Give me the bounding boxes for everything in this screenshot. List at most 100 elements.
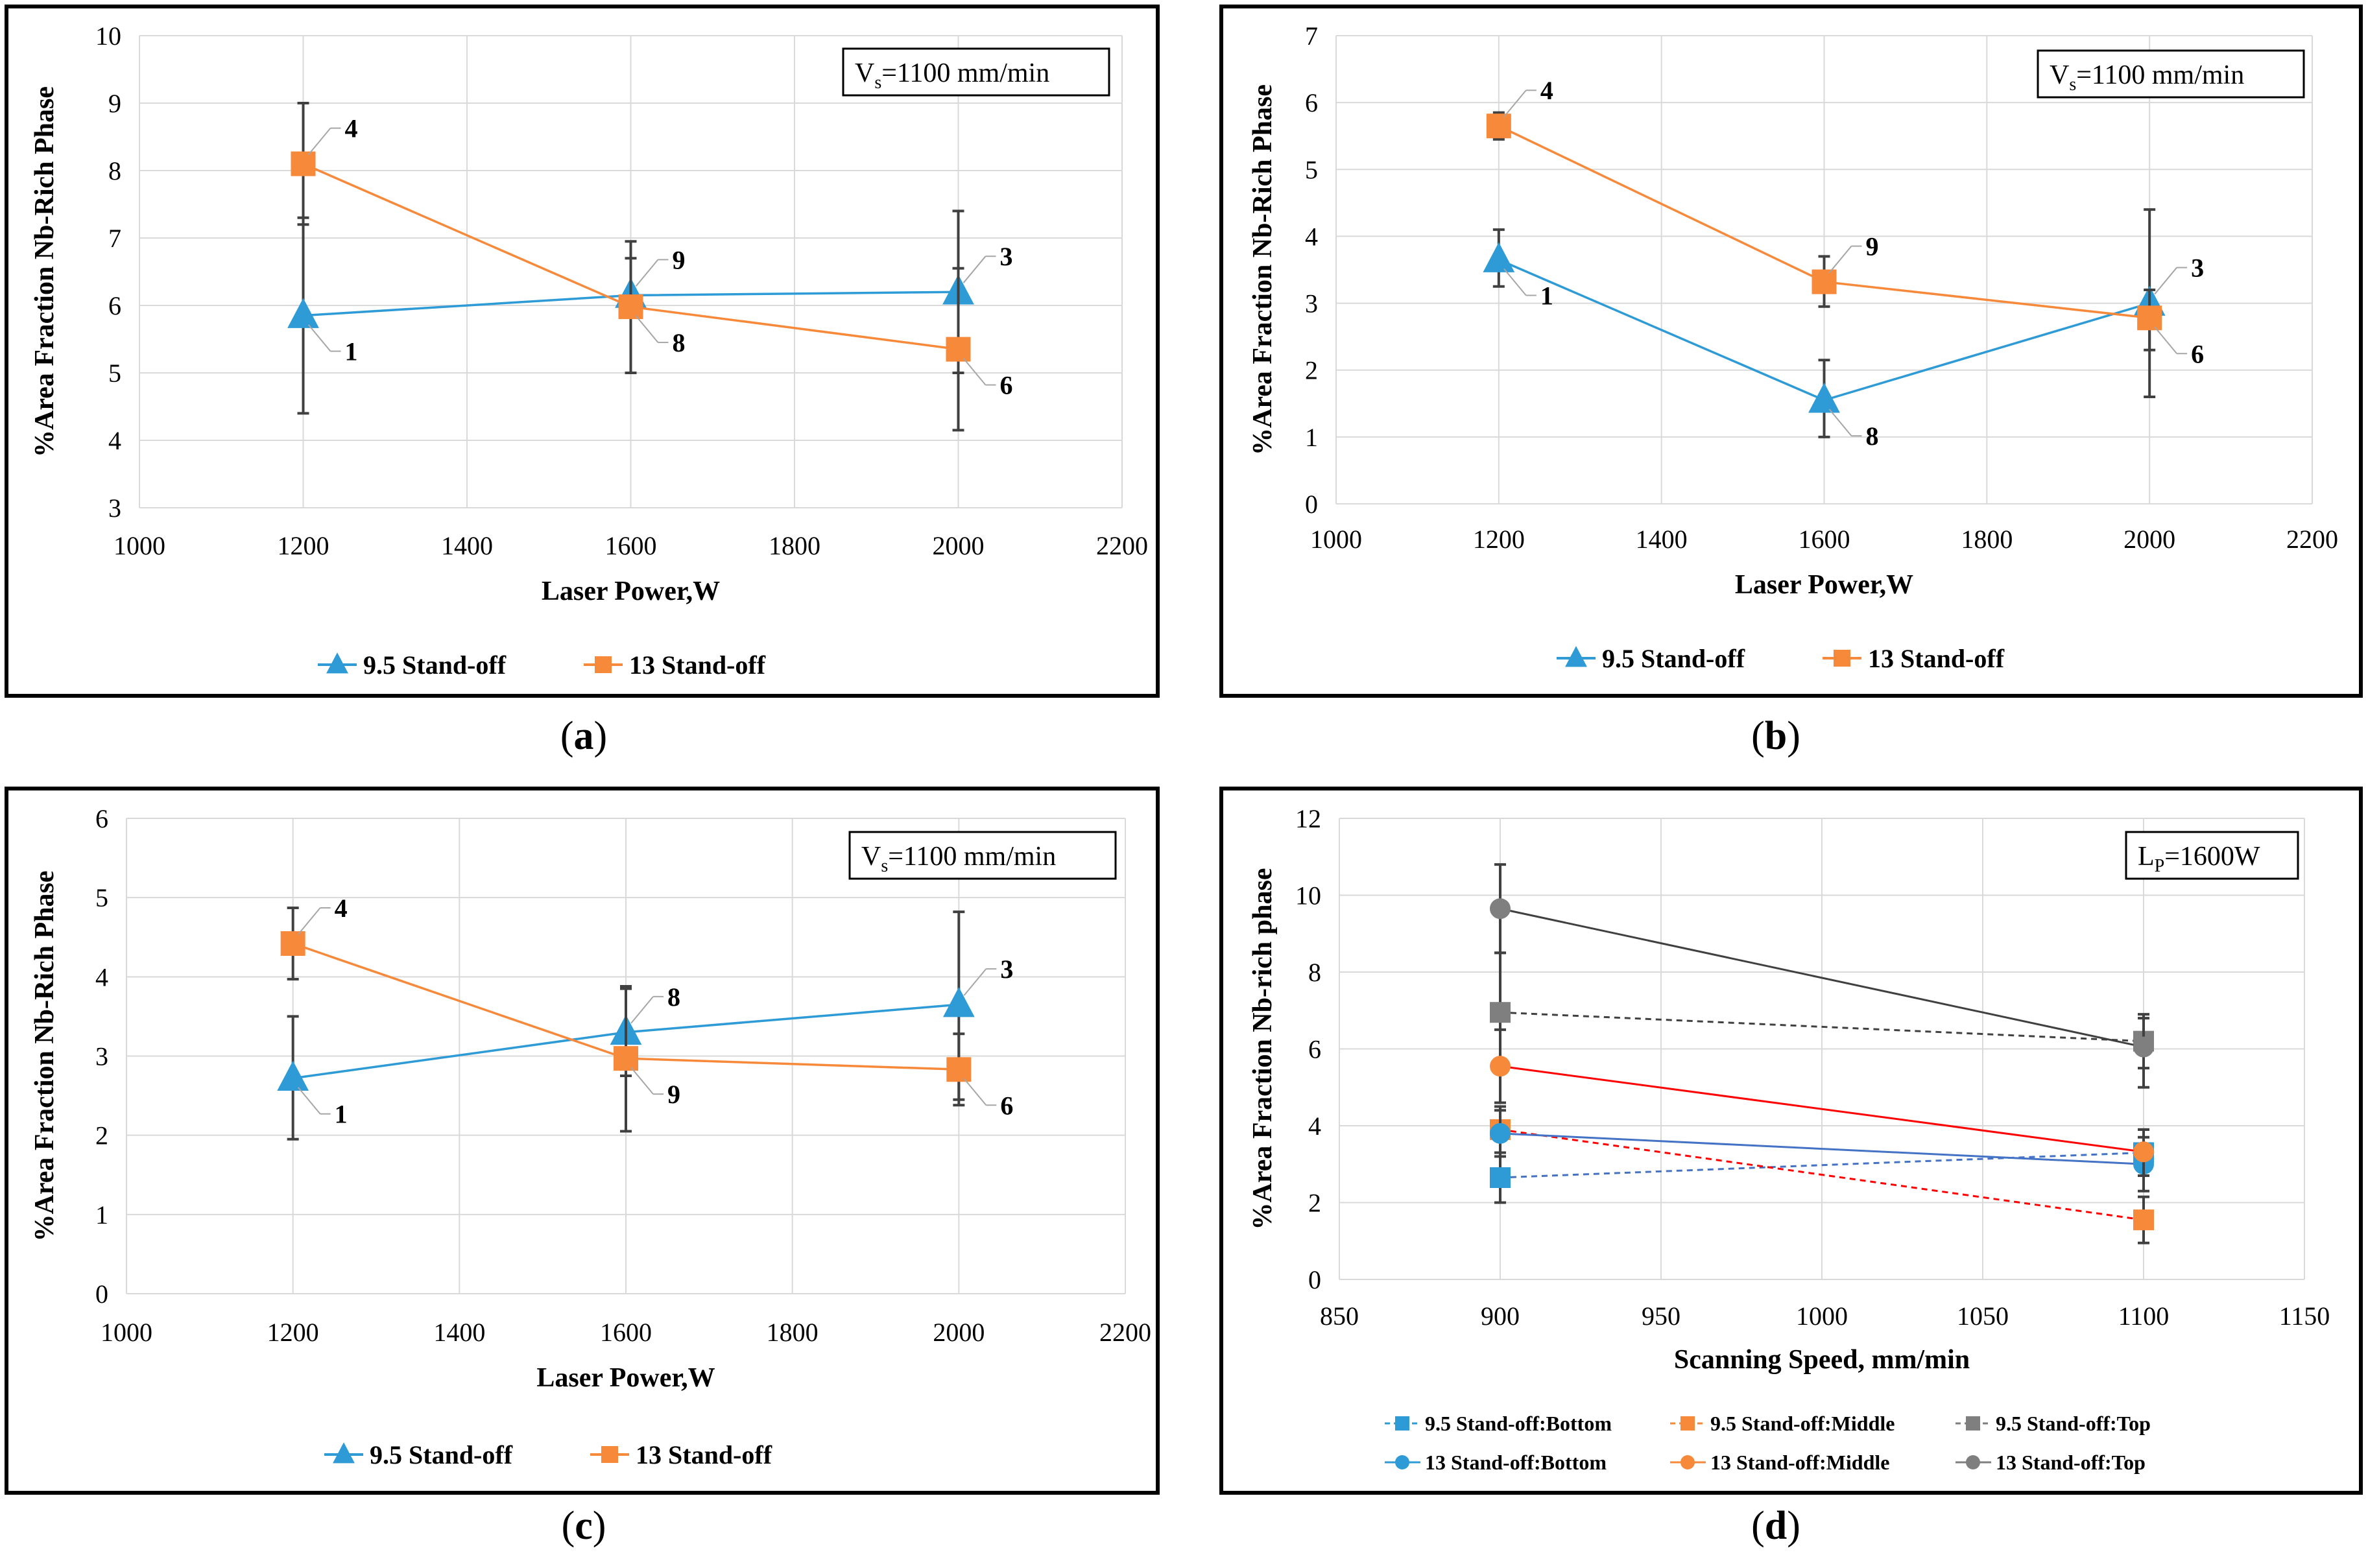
data-point (1812, 269, 1837, 294)
y-tick-label: 1 (1305, 423, 1318, 452)
label-leader (963, 968, 987, 996)
legend-item: 13 Stand-off (590, 1440, 772, 1469)
series-line (1500, 1011, 2144, 1043)
panel-frame (5, 787, 1160, 1495)
series-13-stand-off-top (1490, 863, 2154, 1089)
legend-item: 13 Stand-off (1823, 644, 2005, 673)
y-tick-label: 6 (1305, 88, 1318, 117)
y-tick-label: 1 (95, 1200, 108, 1229)
x-tick-label: 1200 (278, 531, 329, 560)
series-line (1500, 907, 2144, 1049)
panel-caption: (c) (562, 1504, 606, 1548)
y-tick-label: 4 (1305, 222, 1318, 251)
legend-label: 9.5 Stand-off (363, 650, 507, 680)
legend-item: 9.5 Stand-off (1557, 644, 1745, 673)
annotation-text: Vs=1100 mm/min (2050, 60, 2244, 95)
label-leader (307, 127, 331, 156)
x-tick-label: 2000 (933, 1318, 985, 1347)
y-tick-label: 2 (1305, 356, 1318, 385)
data-point (1483, 242, 1515, 272)
legend-item: 13 Stand-off:Bottom (1385, 1451, 1607, 1474)
y-tick-label: 7 (108, 224, 121, 253)
legend-item: 9.5 Stand-off:Middle (1670, 1412, 1895, 1435)
legend: 9.5 Stand-off:Bottom 9.5 Stand-off:Middle… (1385, 1412, 2151, 1474)
condition-annotation: Vs=1100 mm/min (848, 831, 1117, 880)
data-point (942, 987, 975, 1017)
chart-panel-b: 1000 1200 1400 1600 1800 2000 2200 0 1 2 3 4 5 6 7 Lase… (1219, 5, 2363, 758)
annotation-text: Vs=1100 mm/min (855, 58, 1049, 93)
y-tick-label: 6 (1308, 1035, 1321, 1064)
annotation-text: LP=1600W (2138, 842, 2260, 876)
data-point (280, 931, 305, 956)
y-tick-label: 4 (1308, 1111, 1321, 1141)
point-label: 3 (1000, 955, 1013, 984)
x-tick-label: 900 (1481, 1301, 1520, 1331)
y-tick-label: 4 (108, 426, 121, 455)
legend-item: 13 Stand-off:Top (1955, 1451, 2146, 1474)
x-axis-label: Laser Power,W (542, 576, 720, 606)
y-axis-label: %Area Fraction Nb-Rich Phase (30, 86, 60, 457)
y-tick-labels: 0 2 4 6 8 10 12 (1295, 804, 1321, 1294)
label-leader (297, 1087, 321, 1115)
label-leader (963, 255, 987, 283)
y-tick-label: 6 (95, 804, 108, 833)
data-point (946, 1057, 972, 1082)
point-label: 1 (1540, 281, 1553, 311)
label-leader (2154, 267, 2177, 295)
series-line (1500, 1132, 2144, 1165)
x-tick-label: 2200 (1099, 1318, 1151, 1347)
y-tick-label: 10 (1295, 881, 1321, 910)
y-tick-label: 8 (108, 156, 121, 185)
legend-swatch-marker (1395, 1455, 1409, 1469)
legend-swatch-marker (326, 652, 348, 674)
data-point (1490, 898, 1511, 920)
panel-frame (1219, 5, 2363, 698)
chart-panel-d: 850 900 950 1000 1050 1100 1150 0 2 4 6 8 10 12 Scanni… (1219, 787, 2363, 1548)
y-tick-label: 0 (95, 1279, 108, 1309)
data-point (618, 294, 643, 320)
legend-label: 13 Stand-off:Bottom (1425, 1451, 1607, 1474)
y-tick-label: 7 (1305, 21, 1318, 51)
legend: 9.5 Stand-off 13 Stand-off (318, 650, 766, 680)
data-point (1490, 1056, 1511, 1077)
y-tick-label: 3 (108, 493, 121, 523)
x-tick-label: 1050 (1957, 1301, 2009, 1331)
legend-swatch-marker (601, 1446, 618, 1463)
x-tick-label: 1600 (1799, 525, 1850, 554)
annotation-box (848, 831, 1117, 880)
x-tick-label: 1400 (433, 1318, 485, 1347)
legend-item: 9.5 Stand-off:Bottom (1385, 1412, 1612, 1435)
data-point (287, 298, 319, 328)
x-tick-label: 1800 (769, 531, 820, 560)
data-point (2133, 1209, 2154, 1231)
x-tick-label: 2200 (1096, 531, 1148, 560)
legend-label: 9.5 Stand-off:Bottom (1425, 1412, 1612, 1435)
y-tick-label: 5 (1305, 155, 1318, 184)
point-label: 3 (1000, 242, 1013, 271)
y-tick-label: 6 (108, 291, 121, 320)
condition-annotation: Vs=1100 mm/min (842, 47, 1110, 97)
data-point (1490, 1123, 1511, 1144)
point-label: 6 (1000, 371, 1013, 400)
x-tick-label: 1000 (114, 531, 165, 560)
point-label: 6 (2191, 339, 2204, 368)
series-line (1500, 1128, 2144, 1221)
x-tick-label: 1200 (1473, 525, 1525, 554)
x-tick-label: 1100 (2118, 1301, 2170, 1331)
legend-swatch-marker (1565, 646, 1587, 667)
point-label: 4 (345, 114, 358, 143)
label-leader (1828, 409, 1852, 436)
x-tick-label: 1600 (605, 531, 657, 560)
series-13-stand-off: 4 9 6 (1486, 76, 2204, 368)
legend-item: 9.5 Stand-off (318, 650, 507, 680)
y-tick-label: 4 (95, 962, 108, 992)
point-label: 9 (667, 1080, 680, 1109)
x-tick-label: 1800 (1961, 525, 2013, 554)
label-leader (963, 1078, 987, 1106)
point-label: 8 (1866, 422, 1879, 451)
x-tick-label: 1000 (101, 1318, 152, 1347)
data-point (291, 151, 316, 176)
legend-swatch-marker (1680, 1416, 1695, 1431)
x-axis-label: Laser Power,W (536, 1363, 715, 1393)
